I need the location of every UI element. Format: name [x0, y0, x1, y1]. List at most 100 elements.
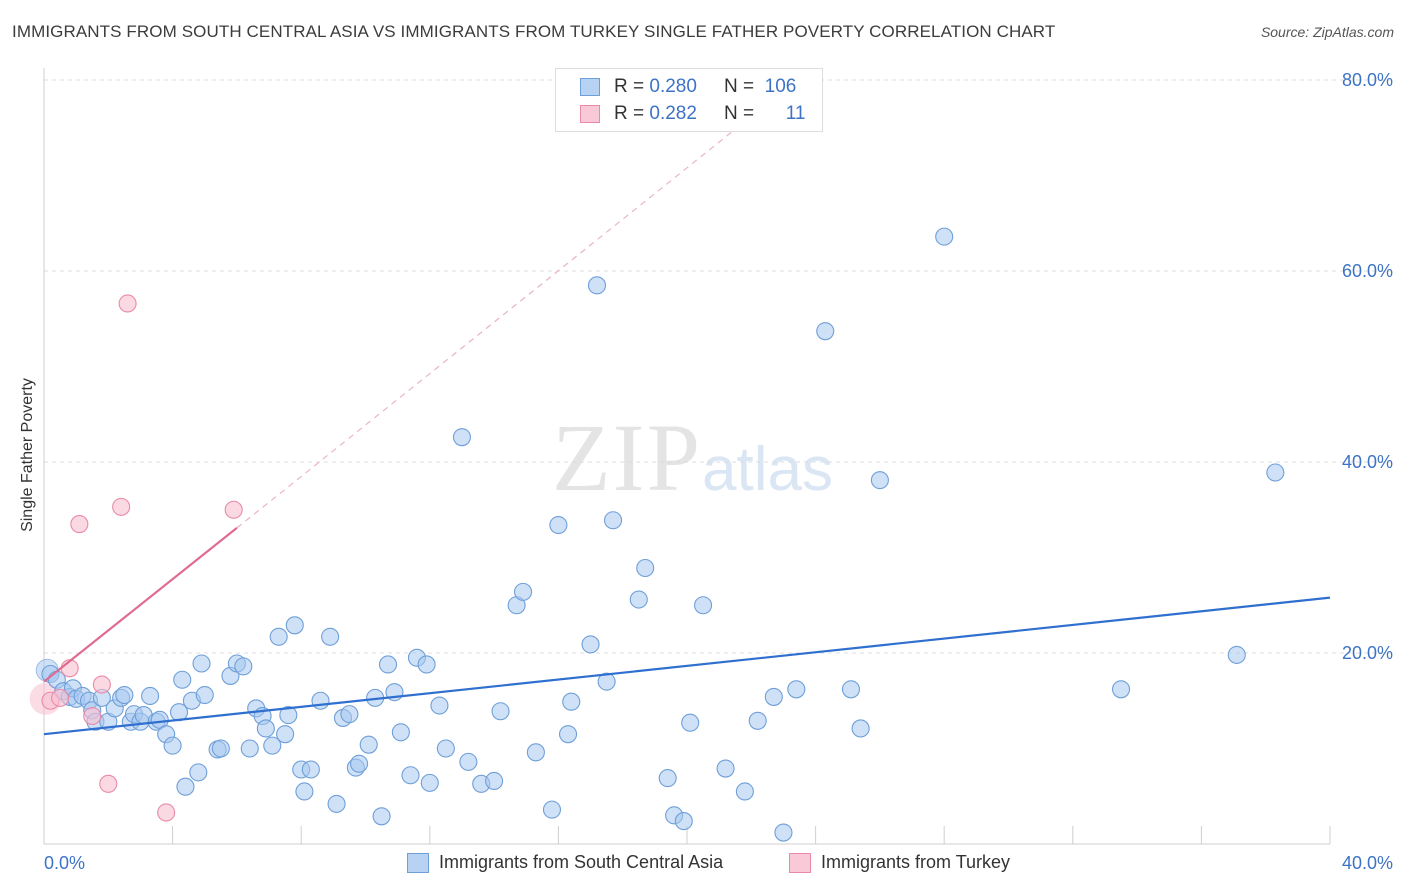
blue-point [173, 670, 192, 689]
blue-point [581, 635, 600, 654]
blue-point [115, 685, 134, 705]
blue-point [694, 596, 713, 615]
legend-n-label: N = [723, 76, 755, 97]
legend-row-pink: R = 0.282 N = 11 [580, 102, 805, 126]
blue-point [452, 428, 472, 447]
blue-point [189, 763, 208, 782]
y-axis-title: Single Father Poverty [19, 378, 36, 532]
blue-point [430, 696, 449, 715]
bottom-legend-item-south-central-asia: Immigrants from South Central Asia [407, 852, 723, 873]
blue-point [279, 706, 298, 725]
blue-point [841, 680, 861, 699]
blue-point [301, 760, 320, 779]
blue-point [240, 739, 259, 758]
blue-point [436, 739, 455, 758]
blue-trend-line [43, 596, 1331, 736]
blue-point [597, 672, 616, 691]
chart-title: IMMIGRANTS FROM SOUTH CENTRAL ASIA VS IM… [12, 22, 1056, 41]
watermark: ZIPatlas [552, 402, 833, 513]
bottom-legend: Immigrants from South Central Asia Immig… [0, 852, 1406, 878]
blue-point [211, 739, 230, 758]
pink-point [70, 515, 89, 534]
blue-point [485, 771, 504, 791]
blue-point [176, 777, 195, 796]
blue-point [787, 680, 806, 699]
blue-point [851, 719, 870, 738]
blue-point [417, 655, 436, 674]
blue-point [195, 685, 214, 705]
bottom-legend-item-turkey: Immigrants from Turkey [789, 852, 1010, 873]
y-tick-label: 60.0% [1342, 261, 1393, 281]
blue-point [774, 823, 793, 842]
blue-point [372, 807, 391, 826]
legend-swatch-blue [580, 78, 600, 96]
pink-point [224, 500, 243, 519]
blue-point [285, 616, 304, 635]
pink-point [112, 497, 131, 516]
blue-point [1227, 645, 1246, 664]
blue-point [935, 227, 954, 246]
pink-point [83, 706, 102, 726]
legend-row-blue: R = 0.280 N = 106 [580, 75, 796, 99]
blue-point [604, 511, 623, 530]
pink-trend-extension [236, 108, 762, 529]
blue-point [542, 800, 562, 819]
legend-swatch-pink [580, 105, 600, 123]
legend-n-value: 106 [764, 76, 797, 97]
pink-point [157, 803, 176, 822]
blue-point [420, 773, 439, 792]
x-tick-label: 40.0% [1342, 853, 1393, 873]
blue-point [816, 322, 835, 341]
watermark-atlas: atlas [702, 435, 833, 504]
blue-point [526, 743, 545, 762]
blue-point [141, 686, 160, 706]
blue-point [401, 766, 420, 785]
blue-point [350, 754, 369, 773]
blue-point [321, 627, 340, 646]
bottom-legend-swatch-blue [407, 852, 429, 873]
blue-point [340, 705, 359, 724]
blue-point [681, 713, 700, 732]
pink-trend-line [43, 527, 238, 683]
blue-point [513, 582, 533, 601]
pink-point [92, 675, 111, 694]
source-label: Source: ZipAtlas.com [1260, 24, 1394, 40]
legend-r-value: 0.280 [649, 76, 697, 97]
blue-point [636, 558, 655, 578]
bottom-legend-label: Immigrants from Turkey [821, 852, 1011, 872]
y-tick-label: 20.0% [1342, 643, 1393, 663]
watermark-zip: ZIP [552, 404, 702, 511]
pink-point [118, 294, 137, 313]
blue-point [558, 725, 578, 744]
blue-point [327, 794, 346, 813]
blue-point [295, 782, 314, 801]
blue-point [269, 627, 288, 646]
blue-point [748, 711, 767, 730]
pink-point [51, 688, 70, 707]
blue-point [562, 692, 581, 711]
blue-point [870, 471, 889, 490]
blue-point [674, 812, 693, 831]
legend-r-value: 0.282 [649, 103, 697, 124]
blue-point [391, 723, 410, 742]
bottom-legend-swatch-pink [789, 852, 811, 873]
blue-point [549, 515, 568, 535]
legend: R = 0.280 N = 106 R = 0.282 N = 11 [555, 68, 823, 132]
blue-point [491, 702, 510, 721]
blue-point [716, 759, 735, 778]
blue-point [459, 752, 478, 771]
blue-point [359, 735, 378, 754]
blue-point [256, 719, 275, 738]
legend-n-label: N = [723, 103, 755, 124]
blue-point [764, 687, 783, 706]
blue-point [658, 769, 677, 788]
y-tick-label: 80.0% [1342, 70, 1393, 90]
legend-r-label: R = [614, 103, 645, 124]
x-tick-label: 0.0% [44, 853, 85, 873]
pink-point [99, 774, 118, 793]
y-tick-label: 40.0% [1342, 452, 1393, 472]
blue-point [378, 655, 398, 674]
blue-point [276, 725, 295, 744]
blue-point [735, 782, 754, 801]
